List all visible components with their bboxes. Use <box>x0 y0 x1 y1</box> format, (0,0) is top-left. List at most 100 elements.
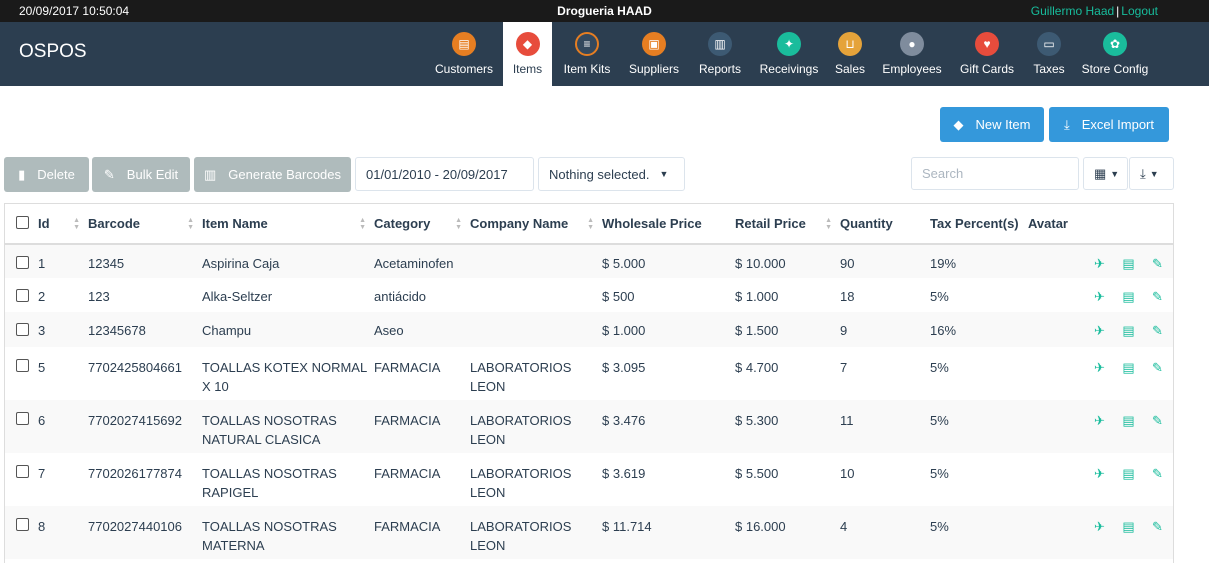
column-header-company-name[interactable]: Company Name ▲ ▼ <box>470 204 602 245</box>
row-checkbox[interactable] <box>16 465 29 478</box>
cell-id: 8 <box>38 519 46 534</box>
cell-tax: 5% <box>930 360 949 375</box>
inventory-list-icon[interactable]: ▤ <box>1122 256 1135 271</box>
cell-item-name: TOALLAS KOTEX NORMAL X 10 <box>202 360 367 394</box>
search-input[interactable]: Search <box>911 157 1079 190</box>
cell-id: 2 <box>38 289 46 304</box>
cell-barcode: 7702027440106 <box>88 519 182 534</box>
new-item-label: New Item <box>975 117 1031 132</box>
cell-quantity: 11 <box>840 413 854 428</box>
receivings-icon: ✦ <box>777 32 801 56</box>
table-row: 8 7702027440106 TOALLAS NOSOTRAS MATERNA… <box>5 506 1173 559</box>
cell-item-name: TOALLAS NOSOTRAS NATURAL CLASICA <box>202 413 337 447</box>
user-name-link[interactable]: Guillermo Haad <box>1030 4 1115 18</box>
column-header-wholesale-price[interactable]: Wholesale Price <box>602 204 735 245</box>
nav-item-kits[interactable]: ≡ Item Kits <box>557 22 617 86</box>
cell-quantity: 18 <box>840 289 855 304</box>
column-header-category[interactable]: Category ▲ ▼ <box>374 204 470 245</box>
inventory-list-icon[interactable]: ▤ <box>1122 519 1135 534</box>
pin-icon[interactable]: ✈ <box>1094 466 1105 481</box>
cell-avatar <box>1028 400 1085 453</box>
inventory-list-icon[interactable]: ▤ <box>1122 466 1135 481</box>
column-header-tax-percent[interactable]: Tax Percent(s) <box>930 204 1028 245</box>
select-all-cell <box>5 204 38 245</box>
nav-customers[interactable]: ▤ Customers <box>429 22 499 86</box>
cell-company <box>470 244 602 278</box>
inventory-list-icon[interactable]: ▤ <box>1122 323 1135 338</box>
pin-icon[interactable]: ✈ <box>1094 413 1105 428</box>
cell-company: LABORATORIOS LEON <box>470 413 572 447</box>
row-checkbox[interactable] <box>16 289 29 302</box>
filter-select[interactable]: Nothing selected. ▼ <box>538 157 685 191</box>
nav-taxes[interactable]: ▭ Taxes <box>1029 22 1069 86</box>
date-range-input[interactable]: 01/01/2010 - 20/09/2017 <box>355 157 534 191</box>
nav-sales[interactable]: ⊔ Sales <box>830 22 870 86</box>
nav-items[interactable]: ◆ Items <box>503 22 552 86</box>
column-header-retail-price[interactable]: Retail Price ▲ ▼ <box>735 204 840 245</box>
brand-logo[interactable]: OSPOS <box>19 41 87 62</box>
pin-icon[interactable]: ✈ <box>1094 289 1105 304</box>
pin-icon[interactable]: ✈ <box>1094 323 1105 338</box>
column-header-id[interactable]: Id ▲ ▼ <box>38 204 88 245</box>
inventory-list-icon[interactable]: ▤ <box>1122 289 1135 304</box>
employees-icon: ● <box>900 32 924 56</box>
row-checkbox[interactable] <box>16 256 29 269</box>
column-header-item-name[interactable]: Item Name ▲ ▼ <box>202 204 374 245</box>
cell-wholesale-price: $ 5.000 <box>602 256 646 271</box>
cell-avatar <box>1028 278 1085 312</box>
excel-import-button[interactable]: ⤓ Excel Import <box>1049 107 1169 142</box>
nav-reports[interactable]: ▥ Reports <box>694 22 746 86</box>
export-button[interactable]: ⤓ ▼ <box>1129 157 1174 190</box>
edit-icon[interactable]: ✎ <box>1152 413 1163 428</box>
inventory-list-icon[interactable]: ▤ <box>1122 360 1135 375</box>
nav-receivings[interactable]: ✦ Receivings <box>755 22 823 86</box>
logout-link[interactable]: Logout <box>1121 4 1158 18</box>
select-all-checkbox[interactable] <box>16 215 29 229</box>
nav-suppliers[interactable]: ▣ Suppliers <box>624 22 684 86</box>
new-item-button[interactable]: ◆ New Item <box>940 107 1044 142</box>
cell-company: LABORATORIOS LEON <box>470 519 572 553</box>
row-checkbox[interactable] <box>16 323 29 336</box>
cell-wholesale-price: $ 3.476 <box>602 413 646 428</box>
cell-wholesale-price: $ 3.095 <box>602 360 646 375</box>
row-checkbox[interactable] <box>16 518 29 531</box>
cell-actions: ✈ ▤ ✎ <box>1085 347 1173 400</box>
gift-cards-icon: ♥ <box>975 32 999 56</box>
cell-item-name: TOALLAS NOSOTRAS RAPIGEL <box>202 466 337 500</box>
nav-gift-cards[interactable]: ♥ Gift Cards <box>955 22 1019 86</box>
row-checkbox[interactable] <box>16 412 29 425</box>
pin-icon[interactable]: ✈ <box>1094 519 1105 534</box>
edit-icon[interactable]: ✎ <box>1152 256 1163 271</box>
cell-wholesale-price: $ 3.619 <box>602 466 646 481</box>
nav-reports-label: Reports <box>698 62 742 76</box>
cell-actions: ✈ ▤ ✎ <box>1085 244 1173 278</box>
edit-icon[interactable]: ✎ <box>1152 466 1163 481</box>
inventory-list-icon[interactable]: ▤ <box>1122 413 1135 428</box>
chevron-down-icon: ▼ <box>1110 168 1120 179</box>
cell-wholesale-price: $ 500 <box>602 289 635 304</box>
edit-icon[interactable]: ✎ <box>1152 289 1163 304</box>
column-header-barcode[interactable]: Barcode ▲ ▼ <box>88 204 202 245</box>
edit-icon[interactable]: ✎ <box>1152 360 1163 375</box>
delete-button[interactable]: ▮ Delete <box>4 157 89 192</box>
pin-icon[interactable]: ✈ <box>1094 360 1105 375</box>
cell-avatar <box>1028 244 1085 278</box>
cell-retail-price: $ 1.000 <box>735 289 779 304</box>
cell-actions: ✈ ▤ ✎ <box>1085 312 1173 347</box>
cell-category: FARMACIA <box>374 466 441 481</box>
cell-id: 7 <box>38 466 46 481</box>
columns-toggle-button[interactable]: ▦ ▼ <box>1083 157 1128 190</box>
edit-icon[interactable]: ✎ <box>1152 519 1163 534</box>
barcode-icon: ▥ <box>203 166 217 182</box>
cell-item-name: TOALLAS NOSOTRAS MATERNA <box>202 519 337 553</box>
row-checkbox[interactable] <box>16 359 29 372</box>
bulk-edit-button[interactable]: ✎ Bulk Edit <box>92 157 190 192</box>
pin-icon[interactable]: ✈ <box>1094 256 1105 271</box>
nav-store-config[interactable]: ✿ Store Config <box>1079 22 1151 86</box>
nav-employees[interactable]: ● Employees <box>879 22 945 86</box>
edit-icon[interactable]: ✎ <box>1152 323 1163 338</box>
generate-barcodes-button[interactable]: ▥ Generate Barcodes <box>194 157 351 192</box>
cell-barcode: 7702425804661 <box>88 360 182 375</box>
column-header-quantity[interactable]: Quantity <box>840 204 930 245</box>
nav-receivings-label: Receivings <box>759 62 819 76</box>
